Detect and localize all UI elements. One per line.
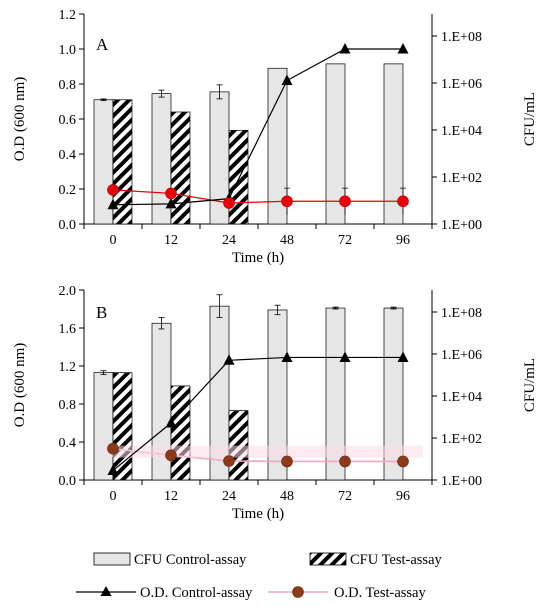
legend-item-cfu-test: CFU Test-assay xyxy=(309,552,443,568)
panel-a-x-tick-label: 96 xyxy=(396,233,410,248)
panel-b-point-od-test xyxy=(339,455,351,468)
panel-a-point-od-control xyxy=(281,74,293,85)
panel-a-line-od-test xyxy=(112,189,403,204)
legend: CFU Control-assay CFU Test-assay O.D. Co… xyxy=(76,552,443,601)
panel-a-bar-cfu-control xyxy=(325,63,346,225)
panel-b-y-tick-label: 0.4 xyxy=(59,436,77,451)
panel-b-bar-cfu-test xyxy=(228,410,249,481)
panel-a-y2-tick-label: 1.E+04 xyxy=(441,124,482,139)
panel-b-x-tick-label: 0 xyxy=(110,489,117,504)
panel-b-point-od-control xyxy=(397,351,409,362)
panel-a-bar-cfu-control xyxy=(267,67,288,225)
legend-marker-od-control xyxy=(100,586,112,596)
panel-a-y-tick-label: 1.0 xyxy=(59,43,77,58)
panel-b-y2-tick-label: 1.E+04 xyxy=(441,390,482,405)
legend-item-od-test: O.D. Test-assay xyxy=(268,585,426,601)
panel-a-bar-cfu-control xyxy=(383,63,404,225)
panel-b-letter: B xyxy=(96,303,107,322)
panel-b-y2-tick-label: 1.E+08 xyxy=(441,306,482,321)
panel-b-y-tick-label: 1.2 xyxy=(59,360,77,375)
panel-a-y-tick-label: 0.0 xyxy=(59,218,77,233)
panel-b-point-od-control xyxy=(165,417,177,428)
legend-label-od-test: O.D. Test-assay xyxy=(334,585,426,601)
panel-a-y-tick-label: 0.6 xyxy=(59,113,77,128)
panel-a-point-od-control xyxy=(107,198,119,210)
panel-a-point-od-test xyxy=(107,184,119,196)
panel-b-point-od-control xyxy=(107,464,119,475)
legend-label-cfu-control: CFU Control-assay xyxy=(134,552,247,568)
panel-b-point-od-control xyxy=(339,351,351,362)
panel-b-point-od-control xyxy=(223,354,235,365)
panel-b-point-od-test xyxy=(165,449,177,462)
panel-b-y-tick-label: 2.0 xyxy=(59,284,77,299)
panel-b-x-tick-label: 12 xyxy=(164,489,178,504)
panel-a-y2-tick-label: 1.E+08 xyxy=(441,30,482,45)
panel-a-x-tick-label: 48 xyxy=(280,233,294,248)
legend-label-cfu-test: CFU Test-assay xyxy=(350,552,443,568)
panel-a-y2-tick-label: 1.E+02 xyxy=(441,171,482,186)
panel-a-x-tick-label: 72 xyxy=(338,233,352,248)
panel-b-y2-tick-label: 1.E+06 xyxy=(441,348,482,363)
panel-b-point-od-test xyxy=(223,455,235,467)
panel-a-point-od-test xyxy=(165,187,177,200)
panel-b-y2-tick-label: 1.E+00 xyxy=(441,474,482,489)
panel-b-chart: 0.0 0.4 0.8 1.2 1.6 2.0 1.E+00 1.E+02 1.E+04 1.E+… xyxy=(12,284,538,522)
panel-b-x-tick-label: 24 xyxy=(222,489,236,504)
panel-b-x-tick-label: 72 xyxy=(338,489,352,504)
panel-b-bar-cfu-control xyxy=(93,372,114,481)
panel-a-point-od-control xyxy=(165,197,177,209)
panel-b-point-od-test xyxy=(281,455,293,468)
panel-b-y2-axis-title: CFU/mL xyxy=(522,358,538,412)
panel-b-y-tick-label: 0.0 xyxy=(59,474,77,489)
panel-b-point-od-test xyxy=(107,442,119,455)
panel-a-x-tick-label: 0 xyxy=(110,233,117,248)
legend-item-cfu-control: CFU Control-assay xyxy=(93,552,247,568)
panel-a-x-axis-title: Time (h) xyxy=(232,250,284,266)
panel-a-x-tick-label: 12 xyxy=(164,233,178,248)
panel-a-y-tick-label: 1.2 xyxy=(59,8,77,23)
panel-b-point-od-control xyxy=(281,351,293,362)
panel-b-point-od-test xyxy=(397,455,409,468)
panel-b-bar-cfu-test xyxy=(170,385,191,481)
panel-a-bar-cfu-test xyxy=(228,130,249,225)
panel-a-chart: 0.0 0.2 0.4 0.6 0.8 1.0 1.2 1.E+00 1.E+02 1.E+04 1… xyxy=(12,8,538,266)
panel-b-od-test-band xyxy=(103,445,423,458)
panel-a-y2-axis-title: CFU/mL xyxy=(522,92,538,146)
panel-a-point-od-test xyxy=(223,197,235,209)
legend-swatch-cfu-test xyxy=(309,552,347,566)
panel-b-x-tick-label: 48 xyxy=(280,489,294,504)
panel-b-y-tick-label: 0.8 xyxy=(59,398,77,413)
panel-a-y-tick-label: 0.2 xyxy=(59,183,77,198)
panel-a-y-tick-label: 0.8 xyxy=(59,78,77,93)
panel-a-letter: A xyxy=(96,35,109,54)
panel-a-y2-tick-label: 1.E+00 xyxy=(441,218,482,233)
panel-a-y-axis-title: O.D (600 nm) xyxy=(12,77,28,162)
panel-a-point-od-test xyxy=(281,195,293,208)
panel-a-y2-tick-label: 1.E+06 xyxy=(441,77,482,92)
panel-b-y-tick-label: 1.6 xyxy=(59,322,77,337)
panel-a-line-od-control xyxy=(112,48,403,206)
panel-a-point-od-test xyxy=(339,195,351,208)
panel-b-x-axis-title: Time (h) xyxy=(232,506,284,522)
panel-b-y2-tick-label: 1.E+02 xyxy=(441,432,482,447)
panel-a-y-tick-label: 0.4 xyxy=(59,148,77,163)
panel-a-point-od-control xyxy=(397,43,409,54)
panel-b-bar-cfu-test xyxy=(112,372,133,481)
legend-item-od-control: O.D. Control-assay xyxy=(76,585,253,601)
panel-b-x-tick-label: 96 xyxy=(396,489,410,504)
panel-a-x-tick-label: 24 xyxy=(222,233,236,248)
panel-a-point-od-control xyxy=(339,43,351,54)
panel-b-y-axis-title: O.D (600 nm) xyxy=(12,343,28,428)
panel-a-point-od-test xyxy=(397,195,409,208)
legend-label-od-control: O.D. Control-assay xyxy=(140,585,253,601)
panel-b-line-od-control xyxy=(112,356,403,471)
legend-marker-od-test xyxy=(292,586,304,598)
legend-swatch-cfu-control xyxy=(93,552,131,566)
